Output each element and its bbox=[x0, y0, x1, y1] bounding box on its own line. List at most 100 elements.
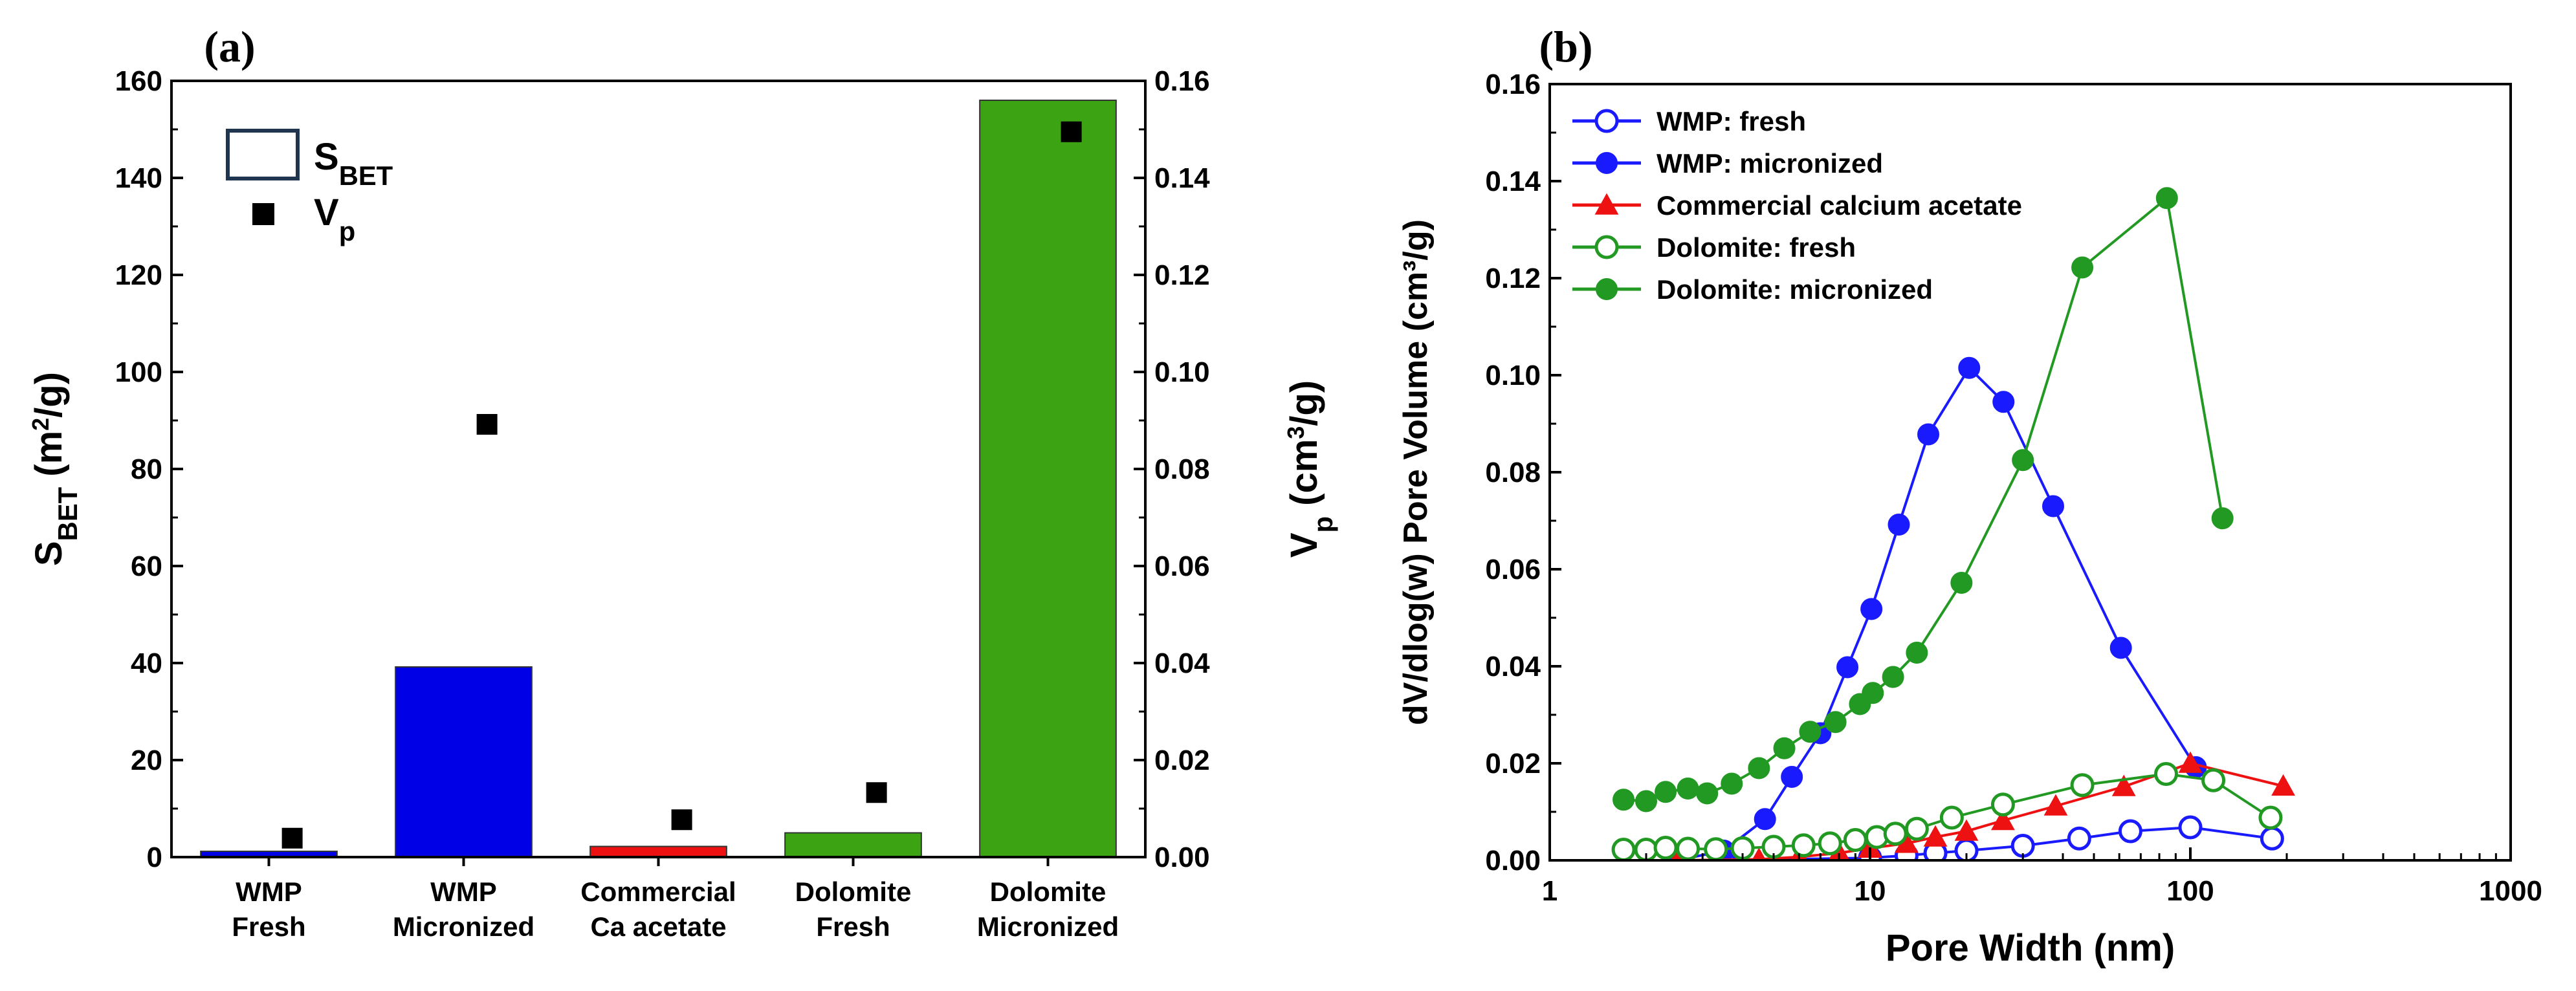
legend-label-0: WMP: fresh bbox=[1657, 106, 1806, 136]
category-label-0-line1: WMP bbox=[236, 877, 302, 907]
series-2-point-12 bbox=[2271, 774, 2295, 796]
series-0-point-7 bbox=[2118, 819, 2142, 844]
ytick-label-right-3: 0.06 bbox=[1154, 550, 1210, 582]
ytick-label-right-8: 0.16 bbox=[1154, 65, 1210, 97]
ytick-label-b-2: 0.04 bbox=[1485, 651, 1541, 682]
xtick-label-b-3: 1000 bbox=[2479, 875, 2542, 907]
series-1-point-7 bbox=[1888, 514, 1910, 536]
series-2-point-1 bbox=[1752, 847, 1767, 860]
series-0-point-5 bbox=[2010, 834, 2035, 858]
series-4-point-13 bbox=[1906, 642, 1928, 664]
series-1-point-5 bbox=[1836, 656, 1859, 679]
series-3-point-15 bbox=[2070, 773, 2095, 798]
xtick-label-b-1: 10 bbox=[1855, 875, 1886, 907]
vp-point-2 bbox=[671, 809, 692, 831]
series-4-point-9 bbox=[1824, 711, 1847, 734]
series-3-point-9 bbox=[1843, 828, 1867, 852]
ytick-label-b-4: 0.08 bbox=[1485, 457, 1541, 488]
legend-sbet-label: SBET bbox=[314, 136, 393, 191]
series-1-point-2 bbox=[1754, 808, 1776, 831]
ytick-label-left-2: 40 bbox=[131, 648, 162, 679]
xtick-label-b-0: 1 bbox=[1542, 875, 1558, 907]
series-3-point-18 bbox=[2258, 805, 2283, 830]
series-3-point-3 bbox=[1676, 836, 1701, 860]
series-3-point-8 bbox=[1818, 831, 1842, 856]
legend-vp-label: Vp bbox=[314, 191, 355, 246]
panel-a: (a) 0 20 40 60 80 100 120 140 160 0.00 0.02 0.04 0.06… bbox=[27, 22, 1338, 942]
series-2-point-9 bbox=[2043, 794, 2068, 816]
legend-sbet-marker bbox=[226, 129, 300, 180]
x-axis-title-b: Pore Width (nm) bbox=[1886, 927, 2175, 969]
series-3-point-13 bbox=[1939, 805, 1964, 830]
series-3-point-14 bbox=[1990, 792, 2015, 817]
series-4-point-3 bbox=[1677, 778, 1699, 800]
series-4-point-17 bbox=[2155, 187, 2178, 210]
series-0-point-9 bbox=[2260, 826, 2284, 851]
ytick-label-right-4: 0.08 bbox=[1154, 453, 1210, 485]
ytick-label-b-7: 0.14 bbox=[1485, 166, 1541, 197]
vp-point-4 bbox=[1061, 121, 1082, 142]
legend-label-2: Commercial calcium acetate bbox=[1657, 190, 2022, 221]
ytick-label-left-7: 140 bbox=[115, 162, 162, 194]
series-1-point-11 bbox=[2042, 495, 2064, 517]
ytick-label-left-3: 60 bbox=[131, 550, 162, 582]
series-4-point-16 bbox=[2071, 256, 2094, 279]
legend-marker-3 bbox=[1594, 235, 1619, 259]
series-2-point-7 bbox=[1954, 819, 1979, 841]
legend-vp-marker bbox=[252, 203, 274, 225]
ytick-label-b-5: 0.10 bbox=[1485, 360, 1541, 391]
series-4-point-4 bbox=[1696, 782, 1719, 805]
series-4-point-0 bbox=[1613, 789, 1635, 811]
series-1-point-10 bbox=[1992, 391, 2015, 413]
bar-3 bbox=[784, 832, 922, 858]
series-2-point-4 bbox=[1858, 836, 1882, 858]
category-label-2-line1: Commercial bbox=[580, 877, 736, 907]
series-4-point-5 bbox=[1721, 772, 1743, 795]
panel-label-b: (b) bbox=[1539, 22, 1592, 71]
panel-label-a: (a) bbox=[204, 22, 255, 71]
category-label-1-line1: WMP bbox=[430, 877, 497, 907]
plot-area-b bbox=[1611, 187, 2295, 860]
legend-marker-0 bbox=[1594, 109, 1619, 133]
category-label-4-line1: Dolomite bbox=[990, 877, 1106, 907]
vp-point-1 bbox=[476, 414, 498, 435]
series-2-point-6 bbox=[1923, 825, 1948, 847]
series-3-point-0 bbox=[1611, 838, 1636, 860]
legend-marker-2 bbox=[1594, 193, 1619, 215]
legend-label-4: Dolomite: micronized bbox=[1657, 274, 1933, 305]
ytick-label-b-1: 0.02 bbox=[1485, 748, 1541, 779]
series-3-point-2 bbox=[1653, 836, 1678, 860]
legend-label-1: WMP: micronized bbox=[1657, 148, 1883, 179]
xtick-label-b-2: 100 bbox=[2166, 875, 2214, 907]
series-line-0 bbox=[1724, 825, 2273, 860]
y-axis-title-left: SBET (m2/g) bbox=[27, 372, 83, 566]
series-3-point-7 bbox=[1791, 833, 1816, 858]
series-3-point-11 bbox=[1883, 822, 1908, 846]
ytick-label-left-5: 100 bbox=[115, 356, 162, 388]
series-4-point-14 bbox=[1950, 572, 1973, 594]
series-4-point-11 bbox=[1862, 682, 1884, 704]
legend-label-3: Dolomite: fresh bbox=[1657, 232, 1856, 263]
ytick-label-right-1: 0.02 bbox=[1154, 745, 1210, 776]
ytick-label-left-1: 20 bbox=[131, 745, 162, 776]
bar-2 bbox=[589, 845, 727, 858]
ytick-label-right-0: 0.00 bbox=[1154, 842, 1210, 873]
bar-4 bbox=[979, 100, 1117, 858]
series-3-point-4 bbox=[1704, 837, 1728, 860]
series-3-point-17 bbox=[2201, 768, 2226, 792]
category-label-1-line2: Micronized bbox=[393, 911, 534, 942]
series-1-point-9 bbox=[1958, 356, 1981, 379]
series-4-point-6 bbox=[1748, 757, 1770, 779]
ytick-label-left-4: 80 bbox=[131, 453, 162, 485]
series-4-point-15 bbox=[2012, 449, 2034, 472]
y-axis-title-b: dV/dlog(w) Pore Volume (cm³/g) bbox=[1397, 219, 1435, 725]
vp-point-0 bbox=[281, 827, 303, 849]
bar-1 bbox=[395, 666, 533, 858]
ytick-label-b-3: 0.06 bbox=[1485, 554, 1541, 585]
panel-b: (b) 0.00 0.02 0.04 0.06 0.08 0.10 0.12 0.14 0.16 1… bbox=[1397, 22, 2542, 969]
ytick-label-right-2: 0.04 bbox=[1154, 648, 1210, 679]
series-4-point-12 bbox=[1882, 666, 1904, 688]
series-2-point-10 bbox=[2111, 774, 2136, 796]
series-4-point-8 bbox=[1799, 721, 1822, 743]
